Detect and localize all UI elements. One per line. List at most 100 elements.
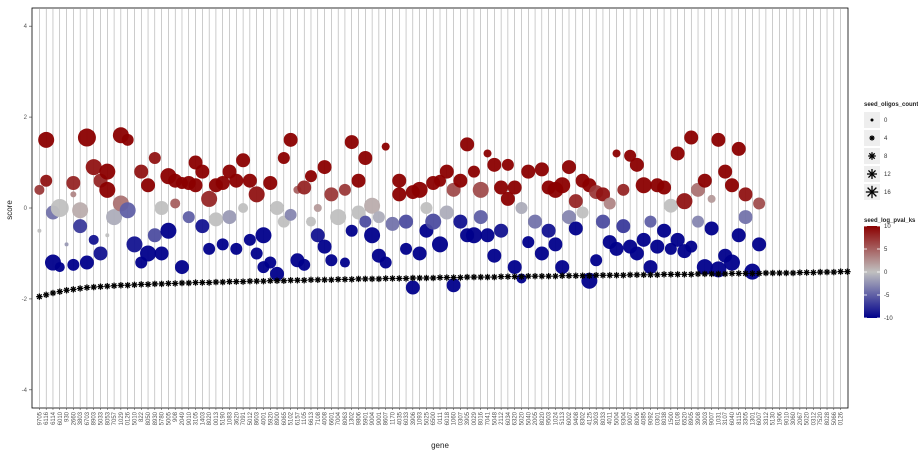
seed-point xyxy=(392,187,407,202)
gene-score-point xyxy=(497,273,505,280)
gene-score-point xyxy=(212,278,220,286)
seed-point xyxy=(242,173,257,188)
x-tick-label: 5190 xyxy=(221,411,227,425)
x-tick-label: 1024 xyxy=(553,411,559,425)
x-tick-label: 5004 xyxy=(615,411,621,425)
seed-point xyxy=(724,178,739,193)
seed-point xyxy=(105,233,110,238)
gene-score-point xyxy=(450,274,457,281)
seed-point xyxy=(635,177,652,194)
x-tick-label: 0111 xyxy=(438,411,444,424)
gene-score-point xyxy=(273,277,281,284)
gene-score-point xyxy=(158,280,165,288)
legend-color-label: -10 xyxy=(884,316,893,322)
x-tick-label: 9007 xyxy=(628,411,634,425)
x-tick-label: 6116 xyxy=(44,411,50,425)
gene-score-point xyxy=(837,268,844,275)
legend-size-key xyxy=(869,135,875,141)
gene-score-point xyxy=(396,275,403,282)
seed-point xyxy=(66,176,81,190)
seed-point xyxy=(453,173,468,188)
seed-point xyxy=(507,180,522,195)
x-tick-label: 6320 xyxy=(513,411,519,425)
x-tick-label: 2049 xyxy=(180,411,186,425)
gene-score-point xyxy=(307,276,315,284)
seed-point xyxy=(119,202,136,219)
x-tick-label: 3105 xyxy=(194,411,200,425)
seed-point xyxy=(208,212,223,227)
seed-point xyxy=(338,183,351,196)
gene-score-point xyxy=(219,278,226,286)
gene-score-point xyxy=(667,271,675,278)
seed-point xyxy=(255,227,272,244)
gene-score-point xyxy=(484,273,491,281)
gene-score-point xyxy=(436,274,444,281)
gene-score-point xyxy=(443,274,450,281)
x-tick-label: 0307 xyxy=(458,411,464,425)
x-tick-label: 5025 xyxy=(424,411,430,425)
seed-point xyxy=(534,162,549,177)
seed-point xyxy=(707,194,716,203)
gene-score-point xyxy=(368,275,376,283)
gene-score-point xyxy=(776,269,783,277)
seed-point xyxy=(624,149,637,162)
gene-score-point xyxy=(253,277,260,285)
seed-point xyxy=(595,214,610,229)
gene-score-point xyxy=(97,283,104,290)
x-tick-label: 2005 xyxy=(533,411,539,425)
gene-score-point xyxy=(178,279,186,287)
legend-size-key xyxy=(870,118,874,122)
gene-score-point xyxy=(382,275,389,282)
x-tick-label: 5780 xyxy=(160,411,166,425)
x-tick-label: 8905 xyxy=(689,411,695,425)
seed-point xyxy=(494,223,509,238)
seed-point xyxy=(670,232,685,247)
x-tick-label: 7520 xyxy=(818,411,824,425)
seed-point xyxy=(250,247,263,260)
x-tick-label: 3107 xyxy=(723,411,729,425)
seed-point xyxy=(385,216,400,231)
seed-point xyxy=(753,197,766,210)
x-tick-label: 3908 xyxy=(696,411,702,425)
seed-point xyxy=(188,178,203,193)
gene-score-point xyxy=(579,272,586,279)
x-tick-label: 1906 xyxy=(777,411,783,425)
gene-score-point xyxy=(708,270,715,278)
x-tick-label: 6613 xyxy=(309,411,315,425)
x-tick-label: 3620 xyxy=(234,411,240,425)
gene-score-point xyxy=(525,272,532,280)
seed-point xyxy=(412,246,427,261)
x-tick-label: 8033 xyxy=(601,411,607,425)
x-tick-label: 5020 xyxy=(519,411,525,425)
seed-point xyxy=(472,181,489,198)
x-tick-label: 8053 xyxy=(105,411,111,425)
seed-point xyxy=(364,227,381,244)
gene-score-point xyxy=(49,289,57,297)
seed-point xyxy=(473,210,488,225)
gene-score-point xyxy=(36,293,43,300)
gene-score-point xyxy=(348,276,355,283)
seed-point xyxy=(38,131,55,148)
gene-score-point xyxy=(192,279,199,286)
gene-score-point xyxy=(124,282,131,289)
x-tick-label: 5102 xyxy=(289,411,295,425)
y-tick-label: -2 xyxy=(22,297,28,303)
seed-point xyxy=(629,246,644,261)
x-tick-label: 2112 xyxy=(499,411,505,425)
x-tick-label: 5005 xyxy=(166,411,172,425)
gene-score-point xyxy=(470,273,478,281)
x-tick-label: 6002 xyxy=(567,411,573,425)
x-tick-label: 6018 xyxy=(445,411,451,425)
seed-point xyxy=(425,213,442,230)
x-tick-label: 9503 xyxy=(547,411,553,425)
seed-point xyxy=(541,223,556,238)
gene-score-point xyxy=(83,284,91,291)
seed-point xyxy=(324,187,339,202)
seed-point xyxy=(270,266,285,281)
gene-score-point xyxy=(314,276,321,284)
gene-score-point xyxy=(694,270,702,278)
gene-score-point xyxy=(294,277,301,284)
seed-point xyxy=(134,164,149,179)
seed-point xyxy=(576,206,589,219)
gene-score-point xyxy=(810,269,817,276)
